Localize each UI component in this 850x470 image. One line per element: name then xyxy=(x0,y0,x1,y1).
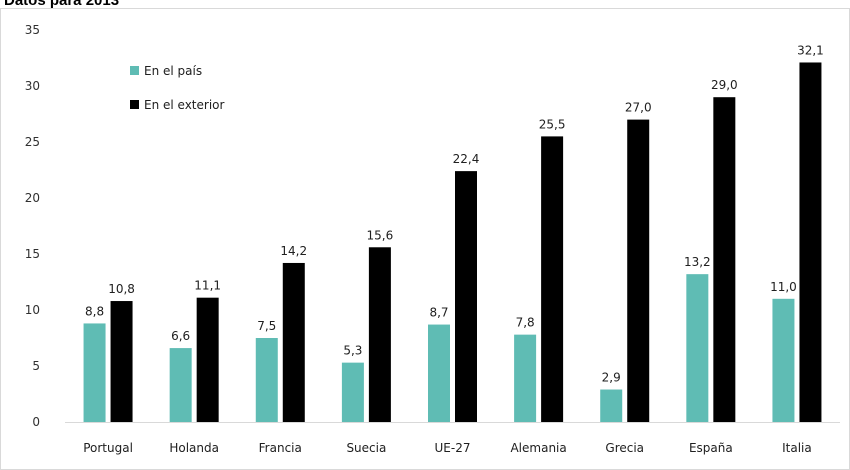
bar-en-el-exterior xyxy=(196,297,219,422)
category-label: Francia xyxy=(259,441,302,455)
bar-en-el-exterior xyxy=(110,301,133,422)
data-label: 22,4 xyxy=(453,152,480,166)
y-tick-label: 15 xyxy=(25,247,40,261)
data-label: 25,5 xyxy=(539,117,566,131)
bar-en-el-pais xyxy=(686,274,709,422)
bar-en-el-pais xyxy=(255,338,278,422)
bar-en-el-exterior xyxy=(799,62,822,422)
bar-labels: 8,8 10,8 6,6 11,1 7,5 14,2 5,3 15,6 8,7 22,4 7,8 25… xyxy=(85,43,824,384)
data-label: 8,8 xyxy=(85,304,104,318)
bar-en-el-exterior xyxy=(541,136,564,422)
data-label: 2,9 xyxy=(602,371,621,385)
category-label: Portugal xyxy=(83,441,133,455)
data-label: 11,0 xyxy=(770,280,797,294)
bar-en-el-pais xyxy=(428,324,450,422)
y-tick-label: 25 xyxy=(25,135,40,149)
legend-label: En el exterior xyxy=(144,98,225,112)
bar-en-el-exterior xyxy=(713,97,736,422)
bar-en-el-pais xyxy=(169,348,192,422)
data-label: 8,7 xyxy=(429,306,448,320)
data-label: 11,1 xyxy=(194,279,221,293)
y-tick-label: 35 xyxy=(25,23,40,37)
data-label: 32,1 xyxy=(797,43,824,57)
data-label: 7,8 xyxy=(516,316,535,330)
bar-en-el-exterior xyxy=(368,247,391,422)
bar-en-el-pais xyxy=(83,323,106,422)
category-label: Suecia xyxy=(346,441,386,455)
y-tick-label: 10 xyxy=(25,303,40,317)
y-tick-label: 30 xyxy=(25,79,40,93)
page-title: Datos para 2013 xyxy=(4,0,120,9)
y-tick-label: 20 xyxy=(25,191,40,205)
legend: En el país En el exterior xyxy=(130,64,225,112)
y-tick-label: 0 xyxy=(32,415,40,429)
category-label: Italia xyxy=(782,441,812,455)
x-axis: Portugal Holanda Francia Suecia UE-27 Alemani… xyxy=(65,422,840,455)
data-label: 13,2 xyxy=(684,255,711,269)
bar-en-el-exterior xyxy=(282,262,305,422)
bar-en-el-pais xyxy=(514,334,537,422)
category-label: UE-27 xyxy=(435,441,471,455)
bar-en-el-pais xyxy=(772,298,795,422)
category-label: Grecia xyxy=(605,441,644,455)
legend-swatch xyxy=(130,66,139,75)
data-label: 10,8 xyxy=(108,282,135,296)
category-label: Alemania xyxy=(510,441,566,455)
data-label: 7,5 xyxy=(257,319,276,333)
bar-en-el-pais xyxy=(600,389,623,422)
data-label: 27,0 xyxy=(625,101,652,115)
bar-en-el-exterior xyxy=(455,171,477,422)
bar-en-el-exterior xyxy=(627,119,650,422)
y-tick-label: 5 xyxy=(32,359,40,373)
legend-label: En el país xyxy=(144,64,202,78)
category-label: Holanda xyxy=(169,441,219,455)
bar-en-el-pais xyxy=(341,362,364,422)
y-axis: 0 5 10 15 20 25 30 35 xyxy=(25,23,40,429)
data-label: 14,2 xyxy=(280,244,307,258)
legend-swatch xyxy=(130,100,139,109)
bars xyxy=(83,62,822,422)
data-label: 15,6 xyxy=(367,228,394,242)
data-label: 5,3 xyxy=(343,344,362,358)
data-label: 6,6 xyxy=(171,329,190,343)
category-label: España xyxy=(689,441,733,455)
data-label: 29,0 xyxy=(711,78,738,92)
